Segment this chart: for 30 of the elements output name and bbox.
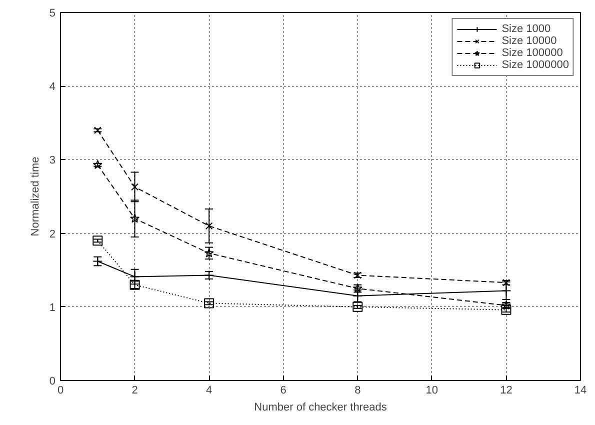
legend-label: Size 10000 [502,35,557,47]
x-tick-label: 0 [57,384,64,396]
x-tick-label: 10 [426,384,438,396]
x-tick-label: 14 [574,384,587,396]
point [131,183,138,191]
point [352,302,363,312]
point [130,214,140,223]
y-tick-label: 4 [49,81,56,94]
y-tick-label: 1 [49,302,56,314]
x-tick-label: 12 [500,384,512,396]
x-tick-label: 6 [280,384,286,396]
x-tick-label: 8 [354,384,361,396]
legend-label: Size 1000 [502,23,551,35]
x-axis-title: Number of checker threads [254,402,388,414]
y-tick-label: 3 [49,154,56,167]
x-tick-label: 2 [132,384,138,396]
point [205,222,213,230]
y-tick-label: 5 [49,8,56,20]
legend-label: Size 100000 [502,47,563,59]
point [92,160,102,169]
point [92,236,103,246]
point [94,126,102,134]
point [501,304,512,315]
point [204,248,214,258]
x-tick-label: 4 [206,384,212,396]
y-tick-label: 2 [49,228,56,240]
legend-label: Size 1000000 [502,59,569,71]
y-axis-title: Normalized time [29,156,42,236]
y-tick-label: 0 [49,376,56,388]
point [204,298,214,308]
